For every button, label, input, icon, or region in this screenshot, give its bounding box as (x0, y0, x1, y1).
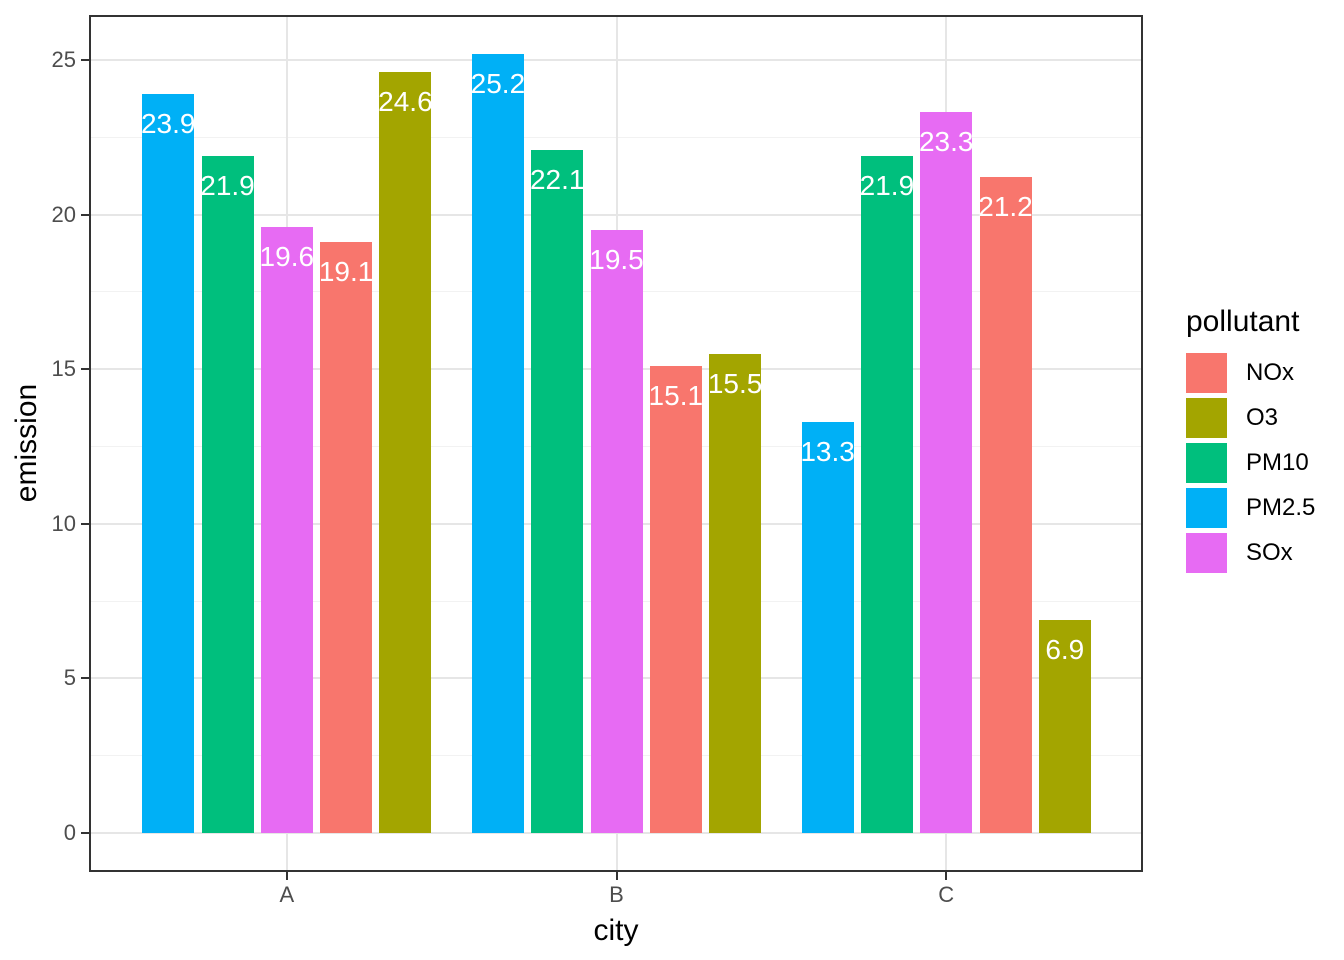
legend: pollutant NOx O3 PM10 PM2.5 SOx (1186, 306, 1315, 573)
bar-value-label-C-PM10: 21.9 (859, 169, 915, 201)
legend-items: NOx O3 PM10 PM2.5 SOx (1186, 353, 1315, 573)
legend-key-swatch-O3 (1186, 398, 1227, 438)
bar-value-label-A-PM2.5: 23.9 (140, 107, 196, 139)
legend-item-label: NOx (1246, 359, 1294, 386)
bar-B-O3 (709, 353, 762, 833)
x-tick-A (285, 872, 288, 880)
bar-value-label-C-PM2.5: 13.3 (800, 435, 855, 467)
bar-value-label-C-SOx: 23.3 (918, 126, 974, 158)
y-tick-label-25: 25 (51, 46, 76, 72)
bar-value-label-B-O3: 15.5 (707, 367, 763, 399)
x-tick-label-B: B (609, 882, 624, 907)
legend-item-label: SOx (1246, 539, 1293, 566)
bar-value-label-A-O3: 24.6 (378, 86, 433, 118)
legend-item-PM10: PM10 (1186, 443, 1315, 483)
legend-item-label: PM2.5 (1246, 494, 1316, 521)
y-tick-5 (81, 677, 89, 680)
bar-value-label-B-PM10: 22.1 (529, 163, 585, 195)
bar-value-label-B-SOx: 19.5 (589, 243, 644, 275)
legend-key-swatch-SOx (1186, 533, 1227, 573)
bar-C-SOx (920, 112, 973, 833)
bar-C-PM10 (860, 155, 913, 833)
y-tick-0 (81, 832, 89, 834)
bar-C-PM2.5 (801, 421, 854, 833)
legend-key-swatch-NOx (1186, 353, 1227, 393)
y-tick-label-0: 0 (63, 820, 76, 845)
y-tick-20 (81, 213, 89, 216)
y-tick-label-20: 20 (51, 201, 76, 227)
legend-key-swatch-PM2.5 (1186, 488, 1227, 528)
x-axis-title: city (593, 914, 639, 947)
bar-B-NOx (649, 366, 702, 833)
legend-item-PM2.5: PM2.5 (1186, 488, 1315, 528)
bar-value-label-A-PM10: 21.9 (200, 169, 255, 201)
x-tick-B (615, 872, 618, 880)
bar-value-label-C-NOx: 21.2 (978, 191, 1033, 223)
bar-A-SOx (260, 226, 313, 833)
legend-item-label: O3 (1246, 404, 1279, 431)
y-tick-25 (81, 58, 89, 61)
x-tick-label-A: A (279, 882, 295, 907)
x-tick-label-C: C (938, 882, 955, 907)
legend-item-NOx: NOx (1186, 353, 1315, 393)
y-tick-10 (81, 522, 89, 525)
bar-B-SOx (590, 229, 643, 833)
y-tick-label-15: 15 (51, 356, 76, 382)
legend-key-swatch-PM10 (1186, 443, 1227, 483)
bar-value-label-A-SOx: 19.6 (259, 240, 315, 272)
legend-item-label: PM10 (1246, 449, 1309, 476)
bar-C-O3 (1038, 619, 1091, 833)
bar-C-NOx (979, 177, 1032, 833)
bar-A-PM10 (201, 155, 254, 833)
y-tick-15 (81, 368, 89, 371)
bar-B-PM10 (531, 149, 584, 833)
bar-A-PM2.5 (142, 93, 195, 833)
bar-value-label-B-NOx: 15.1 (648, 380, 704, 412)
bar-value-label-A-NOx: 19.1 (318, 256, 374, 288)
y-tick-label-5: 5 (63, 665, 76, 691)
bar-A-NOx (320, 242, 373, 833)
y-tick-label-10: 10 (51, 510, 76, 536)
bar-value-label-B-PM2.5: 25.2 (470, 67, 526, 99)
legend-item-SOx: SOx (1186, 533, 1315, 573)
y-axis-title: emission (10, 383, 43, 503)
bar-value-label-C-O3: 6.9 (1045, 633, 1085, 665)
bar-B-PM2.5 (471, 53, 524, 833)
legend-item-O3: O3 (1186, 398, 1315, 438)
legend-title: pollutant (1186, 305, 1300, 338)
plot-panel: 23.9 21.9 19.6 19.1 24.6 25.2 22.1 19.5 15.1 15.5… (89, 15, 1143, 872)
bar-A-O3 (379, 72, 432, 833)
x-tick-C (945, 872, 948, 880)
